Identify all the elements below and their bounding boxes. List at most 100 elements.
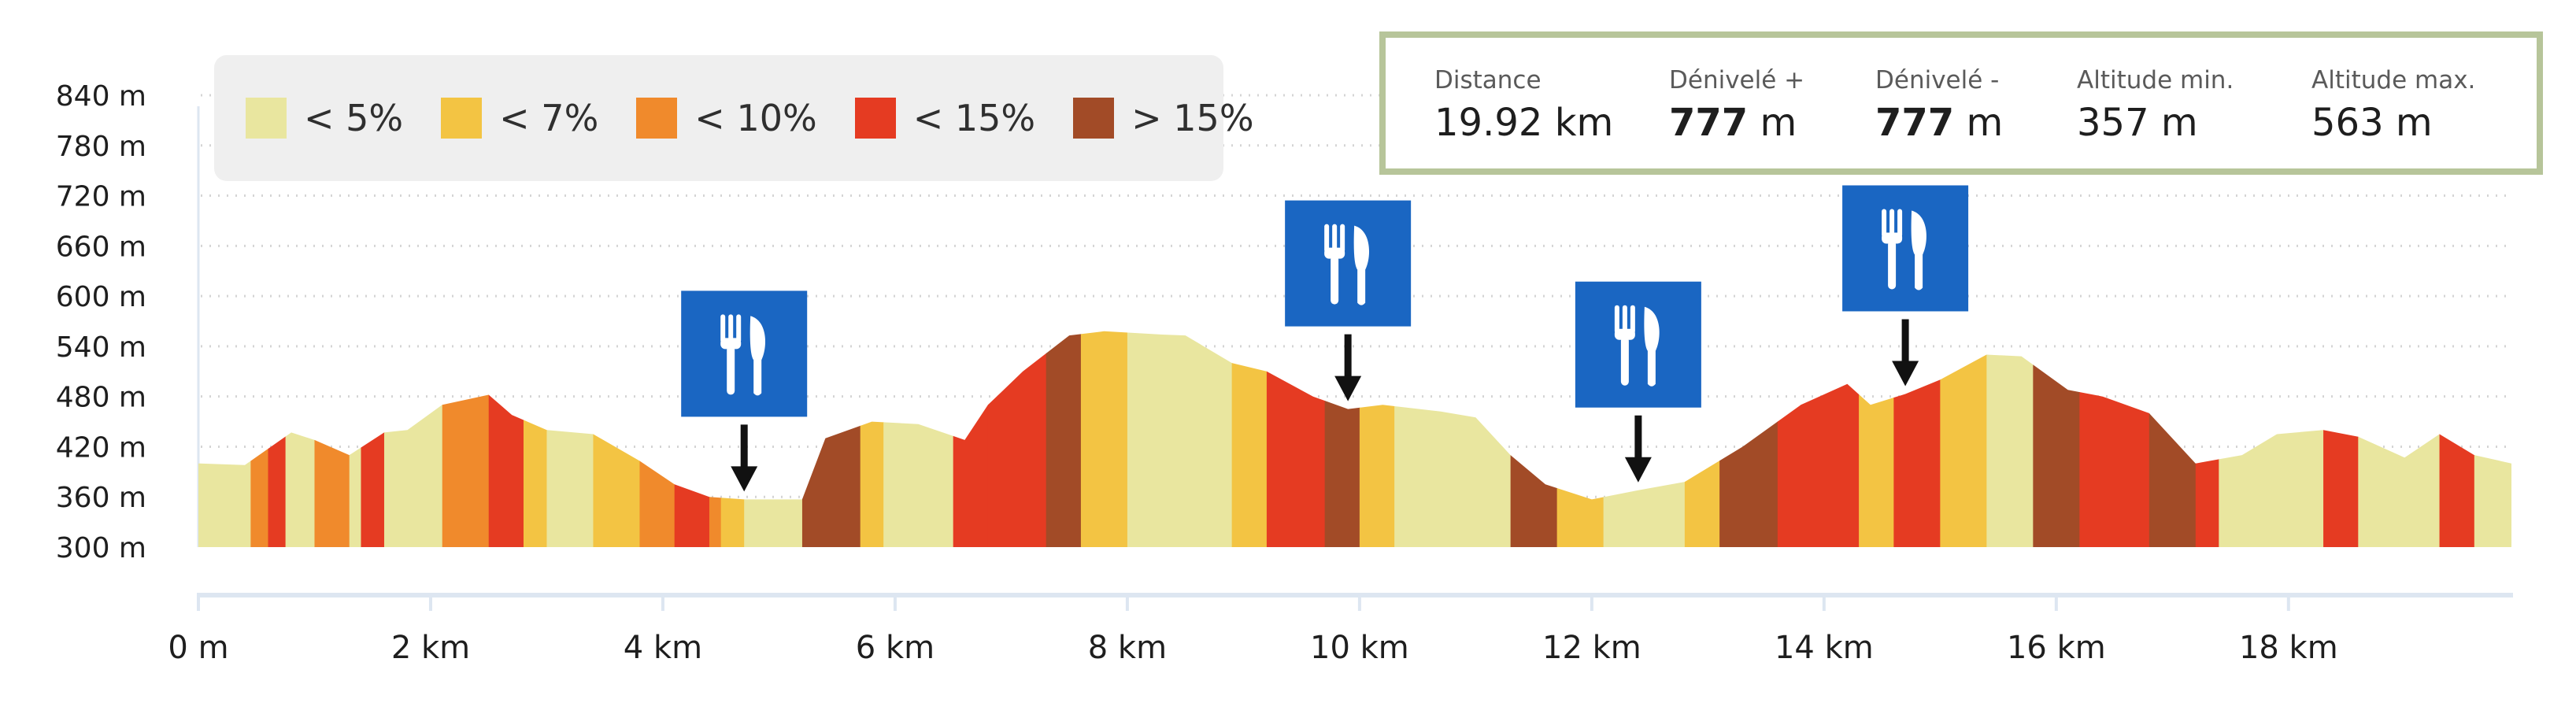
stat-altmax-unit: m bbox=[2395, 101, 2433, 145]
grade-legend: < 5% < 7% < 10% < 15% > 15% bbox=[214, 55, 1254, 181]
fork-knife-icon bbox=[1614, 305, 1660, 387]
y-tick-label: 540 m bbox=[56, 331, 146, 364]
y-tick-label: 420 m bbox=[56, 431, 146, 464]
restaurant-marker-1[interactable] bbox=[681, 290, 808, 492]
fork-neck bbox=[1324, 247, 1345, 259]
route-stats-panel: Distance 19.92 km Dénivelé + 777 m Déniv… bbox=[1379, 31, 2543, 175]
legend-item-lt15: < 15% bbox=[854, 97, 1036, 139]
y-tick-label: 660 m bbox=[56, 231, 146, 263]
stat-elevation-loss: Dénivelé - 777 m bbox=[1875, 66, 2003, 145]
y-tick-label: 720 m bbox=[56, 181, 146, 213]
fork-tine bbox=[1630, 305, 1635, 334]
x-tick-label: 10 km bbox=[1310, 630, 1409, 666]
stat-distance: Distance 19.92 km bbox=[1434, 66, 1613, 145]
x-tick-label: 8 km bbox=[1088, 630, 1167, 666]
y-tick-label: 480 m bbox=[56, 382, 146, 414]
fork-knife-icon bbox=[1882, 209, 1926, 290]
x-tick-label: 18 km bbox=[2239, 630, 2338, 666]
fork-tine bbox=[1614, 305, 1619, 334]
legend-swatch-lt10 bbox=[636, 98, 678, 139]
fork-tine bbox=[720, 314, 726, 343]
legend-item-lt10: < 10% bbox=[636, 97, 817, 139]
fork-handle bbox=[1331, 255, 1339, 305]
legend-label-lt5: < 5% bbox=[304, 97, 404, 139]
stat-loss-unit: m bbox=[1966, 101, 2004, 145]
fork-tine bbox=[1889, 209, 1895, 238]
fork-neck bbox=[1882, 232, 1903, 244]
knife-blade bbox=[1644, 306, 1660, 387]
fork-knife-icon bbox=[720, 314, 766, 396]
fork-tine bbox=[1324, 224, 1330, 253]
y-tick-label: 300 m bbox=[56, 532, 146, 564]
x-tick-label: 6 km bbox=[856, 630, 935, 666]
stat-loss-value: 777 bbox=[1875, 101, 1955, 145]
fork-tine bbox=[1340, 224, 1345, 253]
knife-blade bbox=[1911, 210, 1926, 290]
fork-tine bbox=[1622, 305, 1627, 334]
stat-altmax-value: 563 bbox=[2311, 101, 2384, 145]
knife-blade bbox=[1353, 225, 1370, 305]
grade-segment bbox=[1046, 331, 1082, 547]
legend-label-lt7: < 7% bbox=[499, 97, 599, 139]
restaurant-marker-2[interactable] bbox=[1285, 200, 1412, 401]
y-axis-ticks: 300 m 360 m 420 m 480 m 540 m 600 m 660 m 720 m… bbox=[56, 80, 200, 564]
restaurant-marker-3[interactable] bbox=[1575, 281, 1701, 483]
stat-loss-label: Dénivelé - bbox=[1875, 66, 2000, 94]
x-axis: 0 m 2 km 4 km 6 km 8 km 10 km 12 km 14 km 16 km 1… bbox=[168, 593, 2513, 666]
stat-gain-label: Dénivelé + bbox=[1669, 66, 1805, 94]
x-tick-label: 14 km bbox=[1775, 630, 1874, 666]
fork-knife-icon bbox=[1324, 224, 1370, 305]
legend-item-lt7: < 7% bbox=[441, 97, 598, 139]
legend-item-lt5: < 5% bbox=[246, 97, 403, 139]
grade-segment bbox=[1127, 331, 1233, 547]
legend-label-lt15: < 15% bbox=[912, 97, 1036, 139]
legend-label-gt15: > 15% bbox=[1131, 97, 1254, 139]
stat-gain-value: 777 bbox=[1669, 101, 1749, 145]
x-tick-label: 0 m bbox=[168, 630, 228, 666]
marker-box bbox=[1285, 200, 1412, 327]
fork-neck bbox=[1614, 328, 1635, 340]
y-tick-label: 840 m bbox=[56, 80, 146, 113]
fork-neck bbox=[720, 338, 742, 350]
legend-swatch-lt15 bbox=[854, 98, 896, 139]
legend-label-lt10: < 10% bbox=[694, 97, 817, 139]
x-tick-label: 2 km bbox=[391, 630, 470, 666]
x-tick-label: 12 km bbox=[1542, 630, 1641, 666]
stat-distance-label: Distance bbox=[1434, 66, 1542, 94]
legend-swatch-lt7 bbox=[441, 98, 483, 139]
fork-handle bbox=[1620, 336, 1629, 386]
stat-altmax-label: Altitude max. bbox=[2311, 66, 2476, 94]
marker-box bbox=[681, 290, 808, 417]
restaurant-marker-4[interactable] bbox=[1842, 185, 1969, 387]
x-tick-label: 4 km bbox=[624, 630, 702, 666]
stat-altmin-unit: m bbox=[2160, 101, 2198, 145]
fork-tine bbox=[1332, 224, 1338, 253]
marker-arrow-head bbox=[731, 466, 758, 492]
grade-segment bbox=[1986, 331, 2034, 547]
grade-segment bbox=[1080, 331, 1128, 547]
legend-item-gt15: > 15% bbox=[1073, 97, 1254, 139]
fork-tine bbox=[1897, 209, 1903, 238]
stat-altitude-max: Altitude max. 563 m bbox=[2311, 66, 2475, 145]
y-tick-label: 600 m bbox=[56, 281, 146, 313]
stat-altitude-min: Altitude min. 357 m bbox=[2077, 66, 2234, 145]
fork-tine bbox=[736, 314, 742, 343]
stat-distance-unit: km bbox=[1554, 101, 1614, 145]
marker-arrow-head bbox=[1892, 361, 1919, 387]
fork-tine bbox=[728, 314, 734, 343]
y-tick-label: 360 m bbox=[56, 482, 146, 514]
fork-tine bbox=[1882, 209, 1887, 238]
y-tick-label: 780 m bbox=[56, 131, 146, 163]
marker-box bbox=[1842, 185, 1969, 312]
stat-gain-unit: m bbox=[1760, 101, 1797, 145]
knife-blade bbox=[749, 316, 766, 396]
fork-handle bbox=[1888, 240, 1897, 290]
x-tick-label: 16 km bbox=[2007, 630, 2106, 666]
stat-distance-value: 19.92 bbox=[1434, 101, 1543, 145]
marker-box bbox=[1575, 281, 1701, 408]
legend-swatch-lt5 bbox=[246, 98, 287, 139]
poi-markers[interactable] bbox=[681, 185, 1969, 492]
marker-arrow-head bbox=[1334, 375, 1362, 401]
stat-altmin-value: 357 bbox=[2077, 101, 2149, 145]
